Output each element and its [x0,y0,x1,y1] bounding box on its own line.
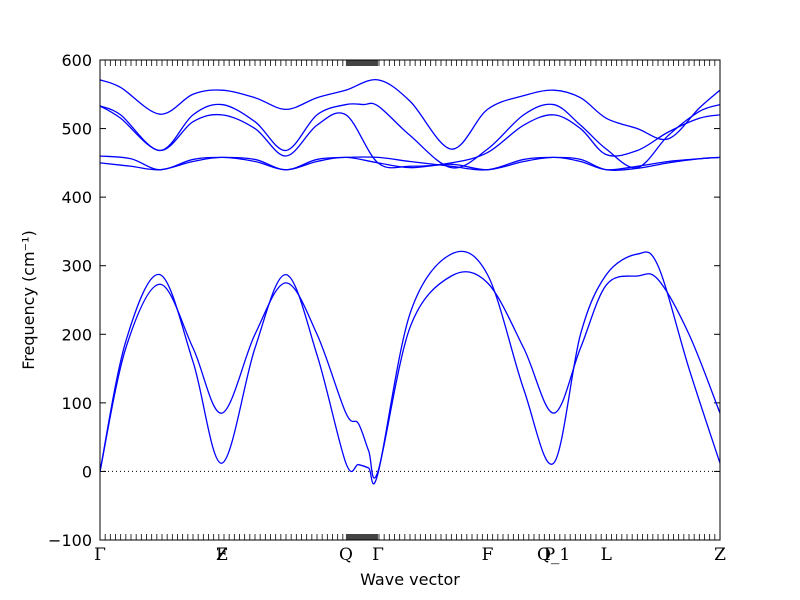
dense-tick-band [345,534,378,540]
series-line-1 [100,250,720,485]
y-tick-label: 200 [61,325,92,344]
y-tick-label: 500 [61,120,92,139]
y-tick-label: 400 [61,188,92,207]
series-line-2 [100,271,720,479]
x-tick-label: Q [339,545,353,565]
x-tick-label: Γ [94,545,106,565]
x-axis-title: Wave vector [360,570,460,589]
x-tick-label: Q_1 [537,545,570,565]
series-line-3 [100,155,720,171]
y-tick-label: 100 [61,394,92,413]
x-tick-label: P [544,545,555,565]
y-tick-label: 600 [61,51,92,70]
tick-marks [99,59,721,541]
x-tick-label: L [601,545,612,565]
series-lines [100,79,720,485]
plot-frame [99,59,721,541]
x-tick-label: F [482,545,494,565]
series-line-6 [100,105,720,169]
dense-tick-band [345,60,378,66]
y-tick-labels: −100 0 100 200 300 400 500 600 [48,51,92,550]
x-tick-label: Z [216,545,228,565]
y-tick-label: −100 [48,531,92,550]
y-tick-label: 0 [82,462,92,481]
x-tick-label: Γ [372,545,384,565]
series-line-5 [100,102,720,169]
series-line-7 [100,79,720,150]
y-tick-label: 300 [61,257,92,276]
series-line-4 [100,156,720,171]
x-tick-label: Z [714,545,726,565]
y-axis-title: Frequency (cm⁻¹) [19,230,38,369]
x-tick-labels: Γ ZF Q Γ F PQ_1 L Z [94,545,726,565]
x-tick-label: F [216,545,228,565]
